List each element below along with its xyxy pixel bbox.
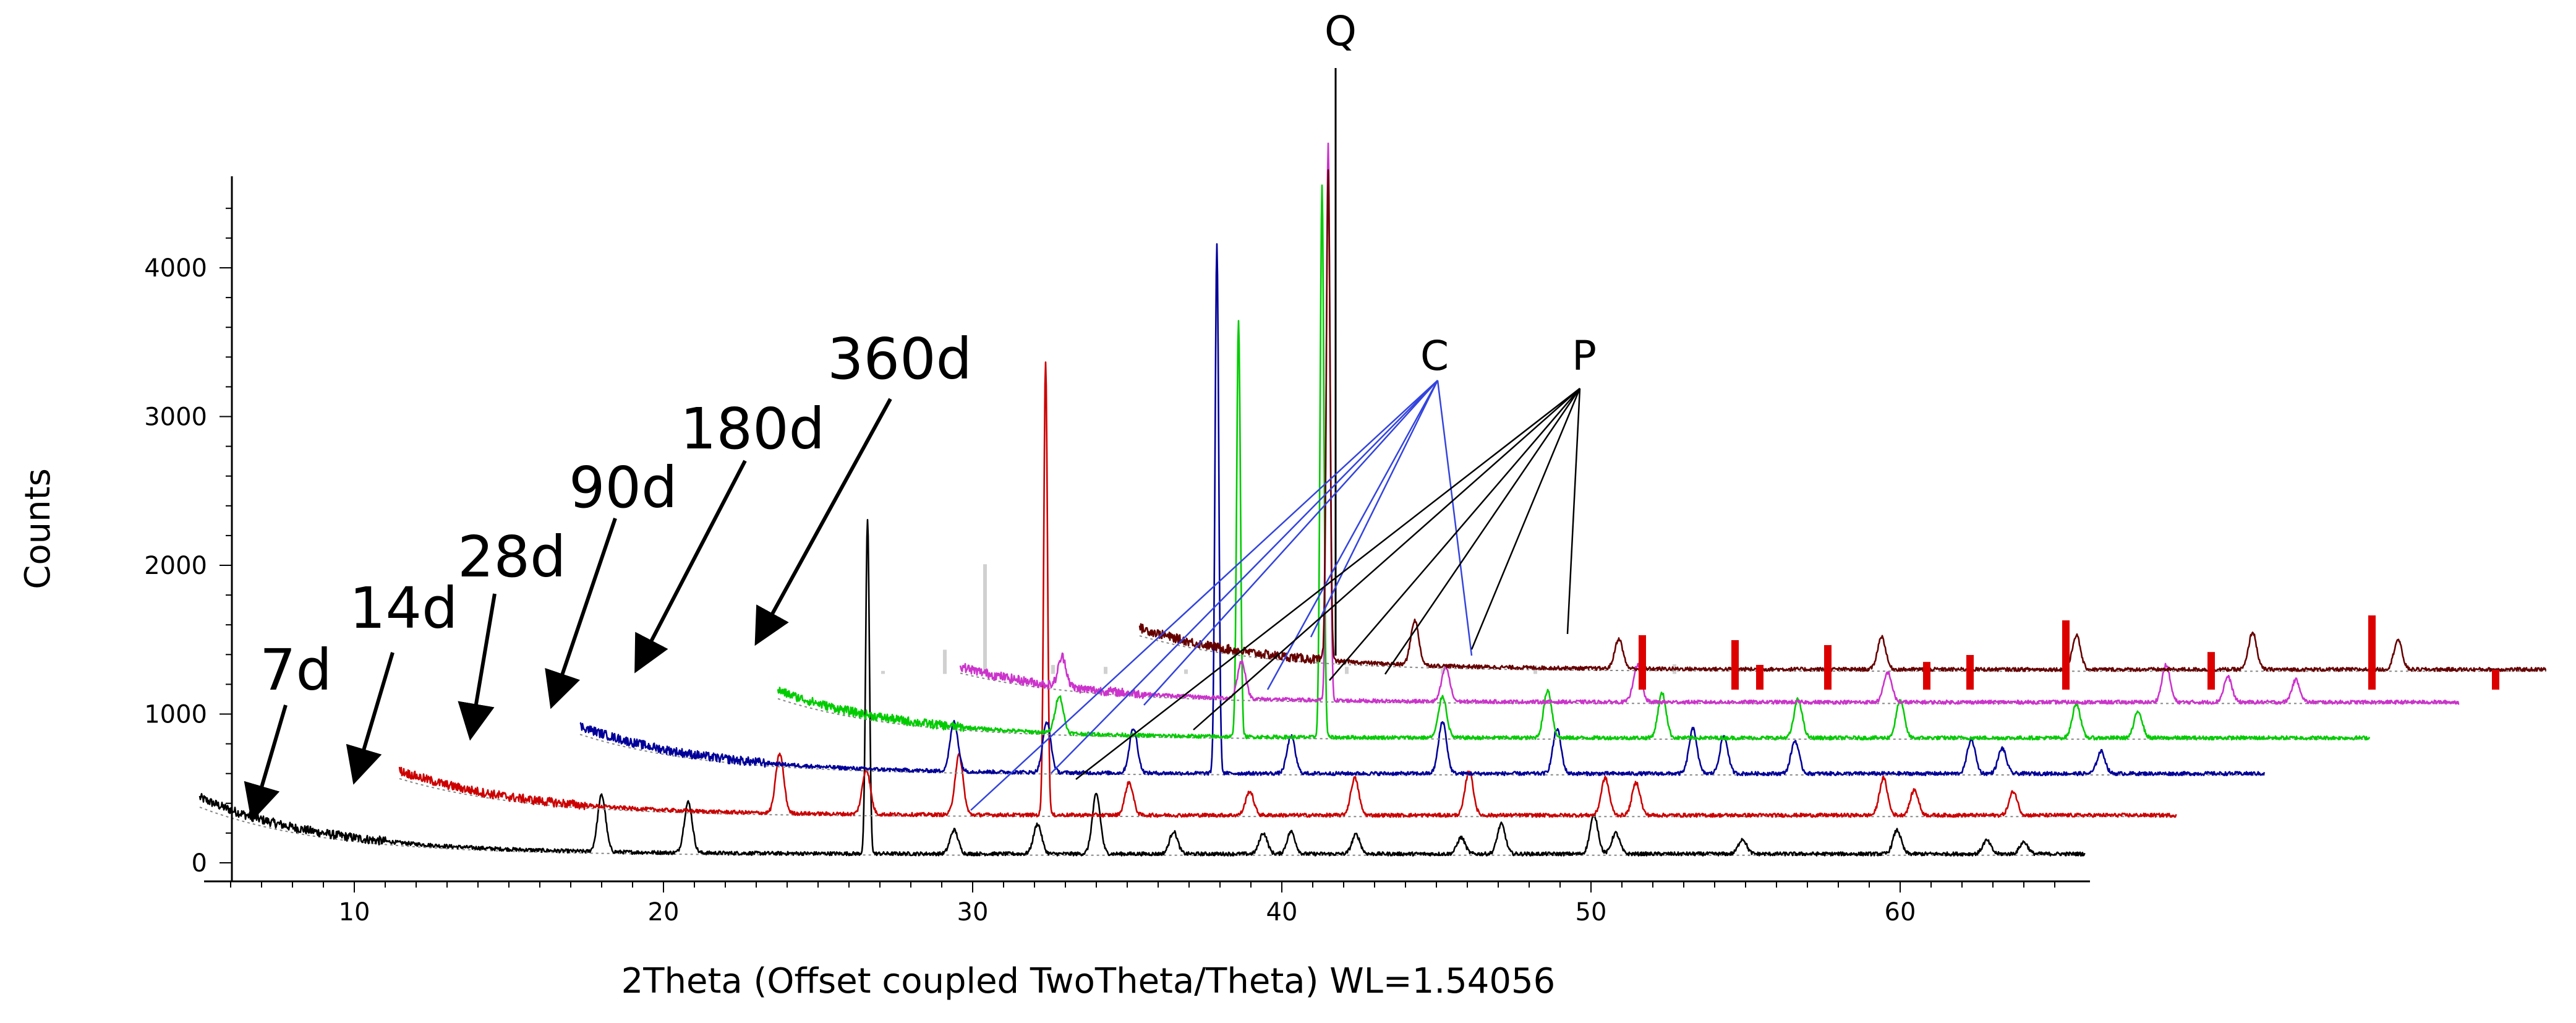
- labels-layer: 7d 14d 28d 90d 180d 360d Q C P: [260, 7, 1597, 703]
- x-axis: 10 20 30 40 50 60 2Theta (Offset coupled TwoT…: [204, 880, 2090, 1001]
- age-arrow: [346, 652, 395, 785]
- y-ticks: 0 1000 2000 3000 4000: [144, 207, 232, 878]
- phase-label-p: P: [1572, 332, 1597, 380]
- phase-stick-marker: [1731, 640, 1739, 690]
- y-axis: 0 1000 2000 3000 4000 Counts: [18, 176, 233, 881]
- c-leader-line: [1310, 380, 1439, 638]
- p-leader-line: [1470, 388, 1581, 650]
- p-leader-line: [1384, 388, 1581, 675]
- series-line-180d: [959, 142, 2460, 705]
- y-tick-label: 2000: [144, 552, 207, 580]
- p-leader-line: [1075, 388, 1580, 780]
- series-label-90d: 90d: [569, 455, 677, 521]
- series-line-7d: [198, 519, 2086, 857]
- age-arrow: [458, 593, 497, 741]
- age-arrow: [545, 518, 617, 709]
- phase-label-q: Q: [1324, 7, 1357, 55]
- phase-stick-marker: [1639, 635, 1646, 690]
- series-label-360d: 360d: [827, 326, 972, 392]
- p-leader-line: [1193, 388, 1580, 730]
- phase-label-c: C: [1420, 332, 1449, 380]
- age-arrow: [754, 398, 892, 646]
- x-tick-label: 50: [1576, 898, 1607, 927]
- x-axis-title: 2Theta (Offset coupled TwoTheta/Theta) W…: [621, 961, 1556, 1001]
- x-tick-label: 60: [1885, 898, 1916, 927]
- phase-stick-marker: [1824, 645, 1832, 690]
- x-ticks: 10 20 30 40 50 60: [230, 881, 2055, 927]
- age-arrow: [634, 460, 747, 674]
- series-line-14d: [398, 361, 2177, 818]
- c-leader-line: [970, 380, 1438, 811]
- series-background-14d: [399, 777, 2177, 818]
- x-tick-label: 20: [648, 898, 680, 927]
- phase-stick-marker: [1966, 655, 1974, 690]
- x-tick-label: 10: [339, 898, 370, 927]
- p-leader-line: [1566, 388, 1581, 635]
- phase-stick-marker: [2368, 615, 2376, 690]
- x-tick-label: 40: [1266, 898, 1298, 927]
- phase-stick-marker: [1756, 665, 1764, 690]
- series-background-180d: [960, 672, 2460, 704]
- series-background-360d: [1139, 635, 2546, 672]
- series-label-14d: 14d: [349, 575, 458, 641]
- p-leader-line: [1329, 388, 1580, 681]
- series-label-180d: 180d: [680, 396, 825, 462]
- c-leader-line: [1143, 380, 1438, 706]
- series-line-360d: [1138, 169, 2547, 672]
- plot-area: [198, 142, 2547, 857]
- phase-stick-marker: [2062, 620, 2070, 690]
- c-leader-line: [1266, 380, 1439, 690]
- series-line-28d: [579, 243, 2266, 776]
- phase-stick-marker: [2492, 670, 2499, 690]
- age-arrow: [244, 704, 288, 822]
- y-axis-title: Counts: [18, 468, 58, 589]
- phase-stick-marker: [1923, 662, 1930, 690]
- series-line-90d: [777, 184, 2371, 741]
- annotation-layer: [244, 68, 2499, 822]
- y-tick-label: 4000: [144, 254, 207, 283]
- y-tick-label: 3000: [144, 403, 207, 432]
- c-leader-line: [1436, 380, 1473, 656]
- y-tick-label: 0: [192, 849, 207, 878]
- c-leader-line: [1051, 380, 1438, 774]
- phase-stick-marker: [2207, 652, 2215, 690]
- series-label-7d: 7d: [260, 637, 332, 703]
- series-background-28d: [579, 734, 2265, 776]
- series-label-28d: 28d: [458, 524, 566, 590]
- x-tick-label: 30: [957, 898, 989, 927]
- y-tick-label: 1000: [144, 701, 207, 729]
